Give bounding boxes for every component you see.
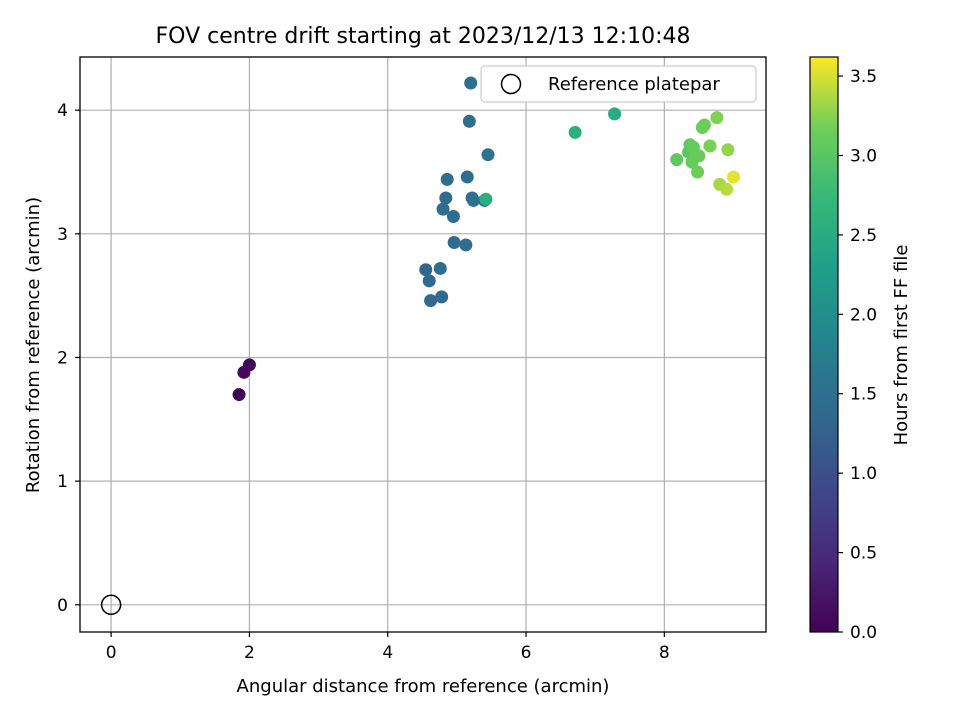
data-point xyxy=(670,153,684,167)
x-tick-label: 6 xyxy=(521,643,532,663)
colorbar-tick-label: 1.0 xyxy=(850,464,877,484)
plot-frame xyxy=(79,56,767,633)
y-axis-ticks: 0 1 2 3 4 xyxy=(57,101,80,616)
chart-title: FOV centre drift starting at 2023/12/13 … xyxy=(156,24,691,49)
x-tick-label: 2 xyxy=(244,643,255,663)
data-point xyxy=(703,139,717,153)
data-point xyxy=(242,358,256,372)
data-point xyxy=(424,294,438,308)
data-point xyxy=(460,170,474,184)
data-point xyxy=(433,261,447,275)
colorbar-ticks: 0.0 0.5 1.0 1.5 2.0 2.5 3.0 3.5 xyxy=(838,67,877,643)
reference-platepar-marker xyxy=(100,594,122,616)
y-tick-label: 1 xyxy=(57,472,68,492)
legend: Reference platepar xyxy=(480,65,757,103)
colorbar-label: Hours from first FF file xyxy=(891,245,912,446)
data-point xyxy=(568,125,582,139)
colorbar: 0.0 0.5 1.0 1.5 2.0 2.5 3.0 3.5 Hours from firs… xyxy=(809,56,912,643)
colorbar-tick-label: 2.5 xyxy=(850,226,877,246)
data-points xyxy=(232,76,740,402)
data-point xyxy=(440,172,454,186)
colorbar-gradient xyxy=(809,56,839,633)
data-point xyxy=(721,143,735,157)
data-point xyxy=(464,76,478,90)
data-point xyxy=(436,202,450,216)
x-axis-label: Angular distance from reference (arcmin) xyxy=(237,676,610,697)
x-tick-label: 8 xyxy=(659,643,670,663)
legend-marker xyxy=(500,73,522,95)
data-point xyxy=(446,210,460,224)
data-point xyxy=(466,193,480,207)
colorbar-tick-label: 3.5 xyxy=(850,67,877,87)
data-point xyxy=(419,263,433,277)
y-axis-label: Rotation from reference (arcmin) xyxy=(23,197,44,493)
y-tick-label: 2 xyxy=(57,348,68,368)
data-point xyxy=(439,191,453,205)
data-point xyxy=(691,165,705,179)
data-point xyxy=(479,192,493,206)
data-point xyxy=(422,274,436,288)
data-point xyxy=(232,388,246,402)
data-point xyxy=(608,107,622,121)
data-point xyxy=(447,235,461,249)
y-tick-label: 4 xyxy=(57,101,68,121)
data-point xyxy=(459,238,473,252)
data-point xyxy=(726,170,740,184)
data-point xyxy=(697,118,711,132)
data-point xyxy=(720,182,734,196)
grid-lines xyxy=(80,57,766,632)
y-tick-label: 3 xyxy=(57,225,68,245)
x-tick-label: 4 xyxy=(382,643,393,663)
data-point xyxy=(435,290,449,304)
data-point xyxy=(692,149,706,163)
colorbar-tick-label: 0.5 xyxy=(850,544,877,564)
x-tick-label: 0 xyxy=(106,643,117,663)
x-axis-ticks: 0 2 4 6 8 xyxy=(106,632,670,663)
data-point xyxy=(462,114,476,128)
colorbar-tick-label: 2.0 xyxy=(850,305,877,325)
data-point xyxy=(481,148,495,162)
colorbar-tick-label: 3.0 xyxy=(850,146,877,166)
colorbar-tick-label: 1.5 xyxy=(850,385,877,405)
data-point xyxy=(710,111,724,125)
legend-box xyxy=(480,65,757,103)
y-tick-label: 0 xyxy=(57,596,68,616)
colorbar-tick-label: 0.0 xyxy=(850,623,877,643)
legend-entry: Reference platepar xyxy=(548,74,720,95)
